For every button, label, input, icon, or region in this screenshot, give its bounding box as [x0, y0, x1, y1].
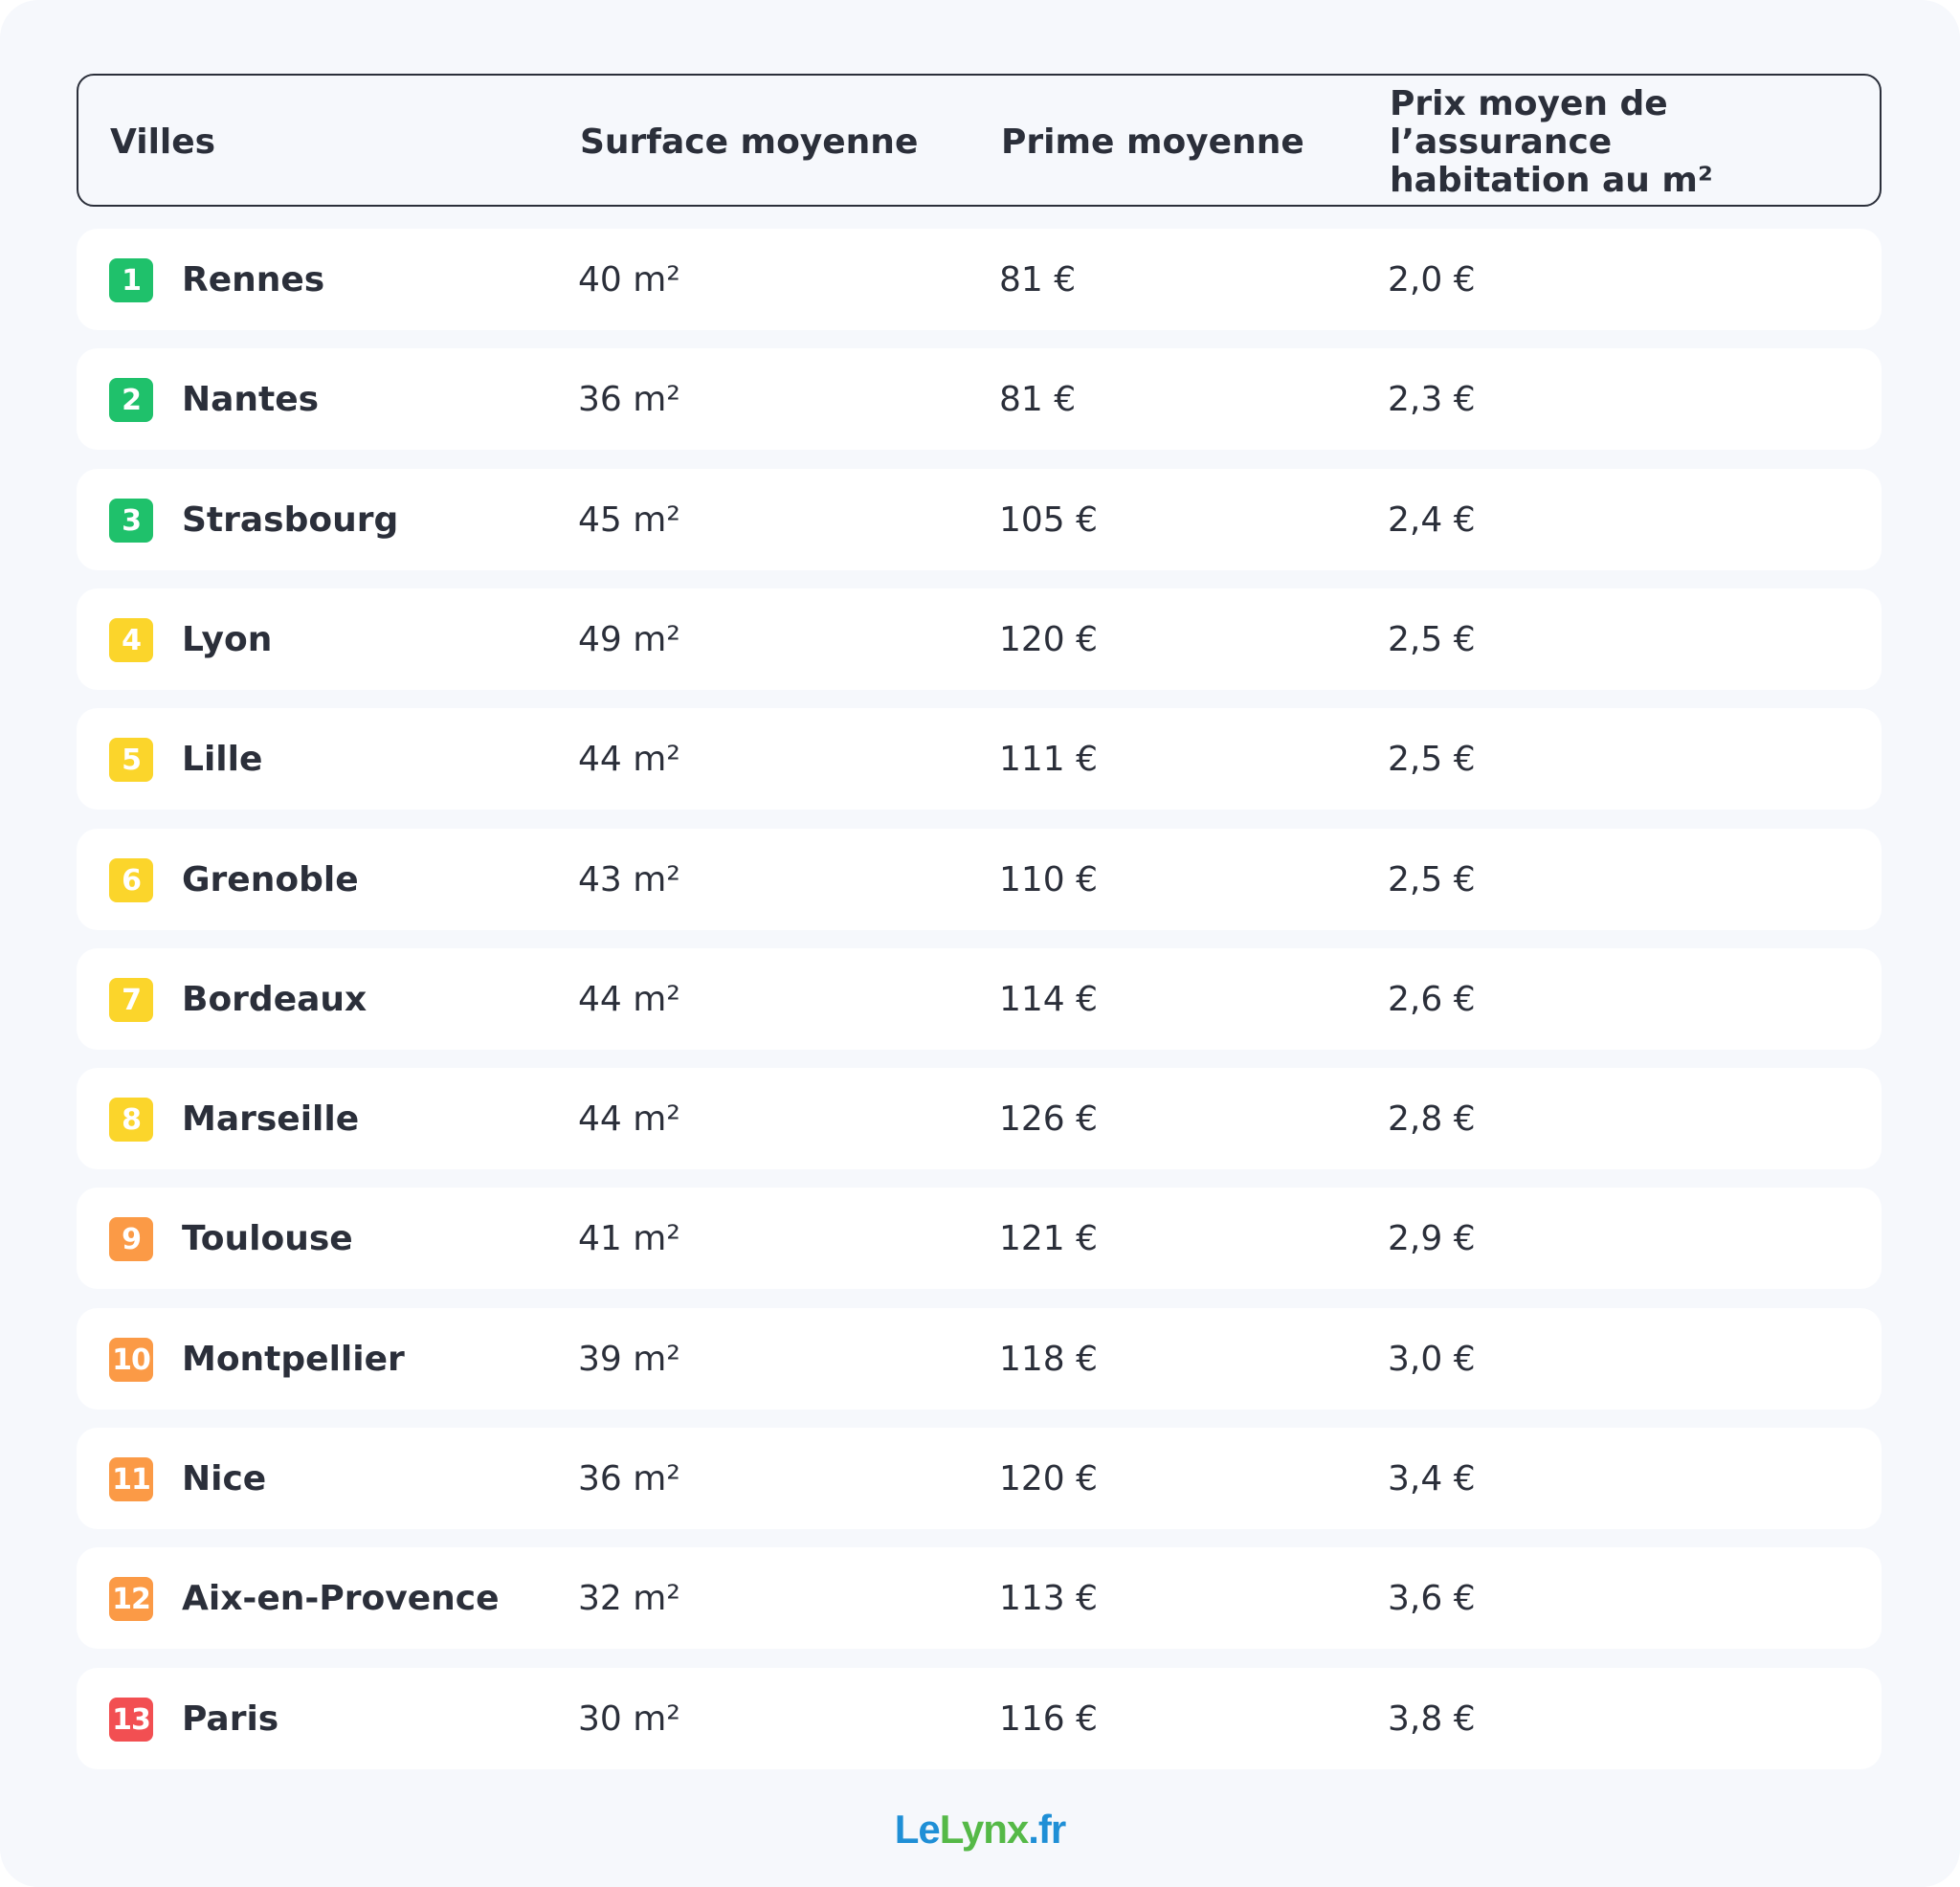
surface-value: 44 m² [578, 979, 680, 1019]
city-name: Toulouse [182, 1218, 353, 1258]
surface-value: 41 m² [578, 1218, 680, 1258]
prix-m2-value: 2,5 € [1388, 739, 1476, 779]
column-header-villes: Villes [110, 122, 216, 162]
column-header-surface: Surface moyenne [580, 122, 919, 162]
city-name: Lyon [182, 619, 273, 659]
logo-le: Le [894, 1807, 941, 1852]
rank-badge: 7 [109, 978, 153, 1022]
city-name: Lille [182, 739, 263, 779]
rank-badge: 5 [109, 738, 153, 782]
prime-value: 121 € [999, 1218, 1099, 1258]
city-name: Nantes [182, 379, 320, 419]
surface-value: 45 m² [578, 500, 680, 540]
rank-badge: 3 [109, 499, 153, 543]
column-header-prime: Prime moyenne [1001, 122, 1304, 162]
rank-badge: 8 [109, 1098, 153, 1142]
prime-value: 126 € [999, 1099, 1099, 1139]
surface-value: 36 m² [578, 1458, 680, 1498]
prix-m2-value: 3,0 € [1388, 1339, 1476, 1379]
prix-m2-value: 2,9 € [1388, 1218, 1476, 1258]
prix-m2-value: 3,8 € [1388, 1698, 1476, 1739]
city-name: Grenoble [182, 859, 359, 899]
table-row: 10 Montpellier 39 m² 118 € 3,0 € [77, 1308, 1882, 1410]
lelynx-logo: LeLynx.fr [0, 1807, 1960, 1853]
column-header-prix-m2: Prix moyen de l’assurance habitation au … [1390, 83, 1713, 200]
prime-value: 114 € [999, 979, 1099, 1019]
table-row: 7 Bordeaux 44 m² 114 € 2,6 € [77, 948, 1882, 1050]
rank-badge: 10 [109, 1338, 153, 1382]
table-row: 3 Strasbourg 45 m² 105 € 2,4 € [77, 469, 1882, 570]
prix-m2-value: 2,8 € [1388, 1099, 1476, 1139]
prix-m2-value: 2,5 € [1388, 619, 1476, 659]
prime-value: 118 € [999, 1339, 1099, 1379]
surface-value: 44 m² [578, 1099, 680, 1139]
prix-m2-value: 2,0 € [1388, 259, 1476, 300]
prix-m2-value: 3,4 € [1388, 1458, 1476, 1498]
surface-value: 49 m² [578, 619, 680, 659]
table-row: 5 Lille 44 m² 111 € 2,5 € [77, 708, 1882, 810]
rank-badge: 12 [109, 1577, 153, 1621]
table-row: 11 Nice 36 m² 120 € 3,4 € [77, 1428, 1882, 1529]
table-row: 9 Toulouse 41 m² 121 € 2,9 € [77, 1188, 1882, 1289]
rank-badge: 2 [109, 378, 153, 422]
table-row: 4 Lyon 49 m² 120 € 2,5 € [77, 588, 1882, 690]
table-row: 2 Nantes 36 m² 81 € 2,3 € [77, 348, 1882, 450]
table-row: 13 Paris 30 m² 116 € 3,8 € [77, 1668, 1882, 1769]
surface-value: 32 m² [578, 1578, 680, 1618]
prime-value: 111 € [999, 739, 1099, 779]
table-row: 8 Marseille 44 m² 126 € 2,8 € [77, 1068, 1882, 1169]
rank-badge: 9 [109, 1217, 153, 1261]
city-name: Aix-en-Provence [182, 1578, 500, 1618]
city-name: Marseille [182, 1099, 360, 1139]
surface-value: 36 m² [578, 379, 680, 419]
rank-badge: 4 [109, 618, 153, 662]
rank-badge: 6 [109, 858, 153, 902]
prime-value: 113 € [999, 1578, 1099, 1618]
prix-m2-value: 3,6 € [1388, 1578, 1476, 1618]
prime-value: 81 € [999, 259, 1077, 300]
rank-badge: 11 [109, 1457, 153, 1501]
surface-value: 44 m² [578, 739, 680, 779]
city-name: Bordeaux [182, 979, 368, 1019]
city-name: Strasbourg [182, 500, 399, 540]
prix-m2-value: 2,4 € [1388, 500, 1476, 540]
rank-badge: 1 [109, 258, 153, 302]
prime-value: 81 € [999, 379, 1077, 419]
prime-value: 120 € [999, 619, 1099, 659]
surface-value: 30 m² [578, 1698, 680, 1739]
prix-m2-value: 2,3 € [1388, 379, 1476, 419]
city-name: Paris [182, 1698, 279, 1739]
logo-lynx: Lynx [939, 1807, 1029, 1852]
table-row: 1 Rennes 40 m² 81 € 2,0 € [77, 229, 1882, 330]
prime-value: 105 € [999, 500, 1099, 540]
surface-value: 43 m² [578, 859, 680, 899]
prime-value: 120 € [999, 1458, 1099, 1498]
prime-value: 110 € [999, 859, 1099, 899]
city-name: Rennes [182, 259, 325, 300]
city-name: Montpellier [182, 1339, 405, 1379]
logo-fr: .fr [1028, 1807, 1066, 1852]
rank-badge: 13 [109, 1698, 153, 1742]
table-row: 6 Grenoble 43 m² 110 € 2,5 € [77, 829, 1882, 930]
table-header: Villes Surface moyenne Prime moyenne Pri… [77, 74, 1882, 207]
surface-value: 39 m² [578, 1339, 680, 1379]
prix-m2-value: 2,5 € [1388, 859, 1476, 899]
city-name: Nice [182, 1458, 267, 1498]
prix-m2-value: 2,6 € [1388, 979, 1476, 1019]
prime-value: 116 € [999, 1698, 1099, 1739]
surface-value: 40 m² [578, 259, 680, 300]
table-row: 12 Aix-en-Provence 32 m² 113 € 3,6 € [77, 1547, 1882, 1649]
